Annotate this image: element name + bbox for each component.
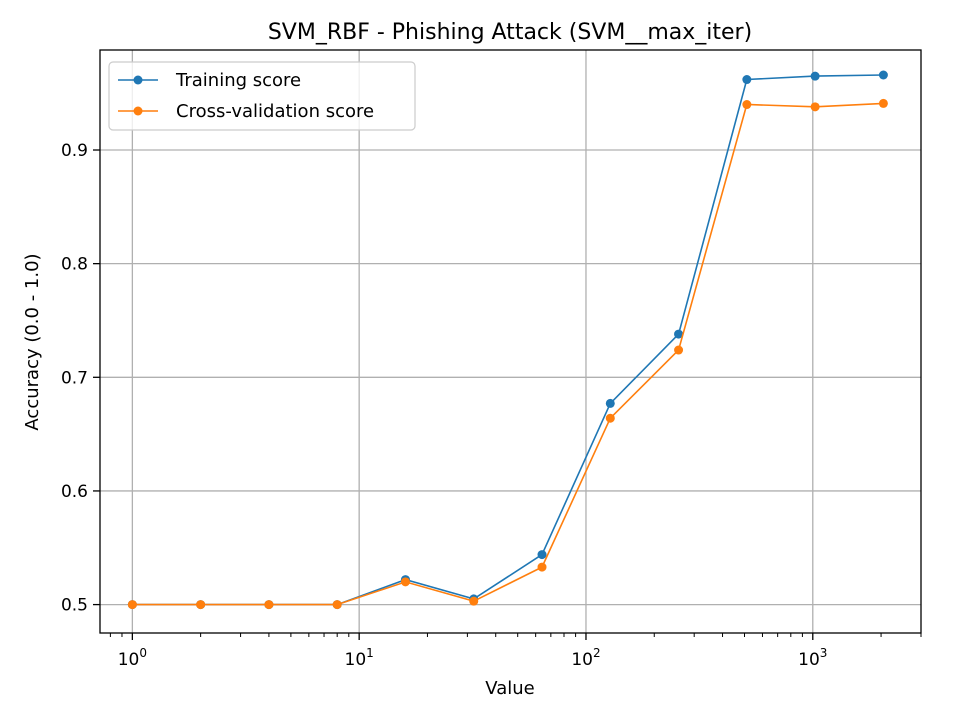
y-tick-label: 0.8	[61, 255, 88, 275]
x-tick-label: 102	[571, 646, 600, 670]
x-tick-label: 100	[118, 646, 147, 670]
x-axis-label: Value	[485, 678, 534, 699]
data-point-1	[810, 102, 820, 112]
y-tick-label: 0.6	[61, 482, 88, 502]
data-point-1	[264, 600, 274, 610]
data-point-0	[674, 329, 684, 339]
data-point-0	[537, 550, 547, 560]
x-tick-label: 103	[798, 646, 827, 670]
data-point-1	[537, 562, 547, 572]
data-point-0	[742, 75, 752, 85]
legend-box	[108, 61, 416, 131]
axis-ticks: 100 101 102 103 0.5 0.6 0.7 0.8 0.9	[61, 141, 922, 670]
plot-frame	[99, 49, 922, 634]
legend-label-cross-validation: Cross-validation score	[176, 101, 374, 122]
data-point-1	[878, 98, 888, 108]
data-point-1	[469, 596, 479, 606]
data-point-1	[332, 600, 342, 610]
data-point-1	[742, 100, 752, 110]
data-point-1	[674, 345, 684, 355]
legend: Training score Cross-validation score	[108, 61, 416, 131]
data-point-1	[400, 577, 410, 587]
chart-title: SVM_RBF - Phishing Attack (SVM__max_iter…	[268, 20, 752, 45]
y-tick-label: 0.5	[61, 596, 88, 616]
data-point-0	[810, 71, 820, 81]
series-line-1	[132, 102, 884, 606]
series-line-0	[132, 74, 884, 606]
data-point-0	[605, 398, 615, 408]
data-point-1	[605, 413, 615, 423]
legend-marker-training	[133, 75, 143, 85]
y-tick-label: 0.7	[61, 368, 88, 388]
y-tick-label: 0.9	[61, 141, 88, 161]
legend-label-training: Training score	[175, 70, 301, 91]
x-tick-label: 101	[345, 646, 374, 670]
legend-marker-cross-validation	[133, 106, 143, 116]
y-axis-label: Accuracy (0.0 - 1.0)	[22, 253, 43, 430]
data-point-1	[196, 600, 206, 610]
data-point-1	[127, 600, 137, 610]
series-layer	[127, 70, 888, 610]
data-point-0	[878, 70, 888, 80]
grid-lines	[100, 50, 921, 633]
